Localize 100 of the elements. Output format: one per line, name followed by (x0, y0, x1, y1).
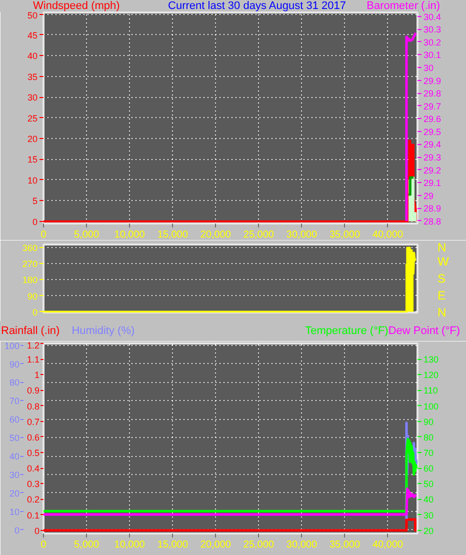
y2-tick-label: 30.4 (424, 12, 442, 22)
y2-tick-label: 29.7 (424, 101, 442, 112)
x-tick-label: 40,000 (372, 540, 404, 550)
x-tick-label: 0 (40, 540, 47, 550)
x-tick-label: 30,000 (286, 230, 318, 240)
y3-tick-label: 40 (424, 494, 434, 505)
y3-tick-label: 80 (424, 432, 434, 442)
category-label: W (438, 254, 449, 268)
x-tick-label: 0 (40, 230, 47, 240)
y-tick-label: 360 (22, 243, 38, 254)
line-series (405, 32, 418, 222)
y-tick-label: 100 (4, 340, 20, 351)
y3-tick-label: 70 (424, 448, 434, 458)
category-label: N (438, 240, 446, 254)
y2-tick-label: 1.1 (26, 354, 40, 365)
y-tick-label: 90 (9, 359, 20, 370)
y2-tick-label: 0.5 (26, 448, 40, 458)
text: Barometer (.in) (366, 0, 440, 12)
category-label: E (438, 288, 446, 302)
y-tick-label: 40 (9, 452, 20, 462)
y-tick-label: 20 (9, 488, 20, 498)
x-tick-label: 5,000 (74, 230, 100, 240)
y-tick-label: 90 (27, 291, 38, 302)
y-tick-label: 80 (9, 378, 20, 388)
y2-tick-label: 28.8 (424, 216, 442, 226)
category-label: N (438, 306, 446, 320)
x-tick-label: 35,000 (329, 230, 360, 240)
y3-tick-label: 60 (424, 464, 434, 474)
y-tick-label: 5 (32, 196, 38, 206)
x-tick-label: 25,000 (243, 230, 274, 240)
y2-tick-label: 0.3 (26, 479, 40, 490)
y2-tick-label: 29.4 (424, 140, 442, 150)
y3-tick-label: 50 (424, 479, 434, 490)
x-tick-label: 30,000 (286, 540, 318, 550)
x-tick-label: 15,000 (157, 540, 188, 550)
y2-tick-label: 29.1 (424, 178, 442, 188)
x-tick-label: 20,000 (200, 540, 232, 550)
y-tick-label: 50 (9, 433, 20, 444)
y-tick-label: 60 (9, 414, 20, 425)
x-tick-label: 15,000 (157, 230, 188, 240)
y-tick-label: 0 (32, 216, 38, 227)
text: Dew Point (°F) (388, 324, 460, 339)
chart-title: Current last 30 days August 31 2017 (168, 0, 346, 12)
text: Rainfall (.in) (1, 324, 60, 339)
y3-tick-label: 90 (424, 416, 434, 427)
y2-tick-label: 0.8 (26, 401, 40, 412)
y2-tick-label: 30.1 (424, 50, 442, 60)
y-tick-label: 270 (22, 259, 38, 270)
text: Humidity (%) (72, 324, 135, 339)
y2-tick-label: 29.2 (424, 165, 442, 176)
x-tick-label: 5,000 (74, 540, 100, 550)
y-tick-label: 15 (27, 154, 38, 165)
y2-tick-label: 0.1 (26, 510, 40, 520)
text: Windspeed (mph) (33, 0, 120, 12)
y2-tick-label: 30.2 (424, 37, 442, 48)
y2-tick-label: 1.2 (26, 340, 40, 350)
y2-tick-label: 0.4 (26, 464, 40, 474)
y-tick-label: 30 (9, 470, 20, 480)
y2-tick-label: 29 (424, 190, 434, 201)
y-tick-label: 30 (27, 92, 38, 103)
x-tick-label: 25,000 (243, 540, 274, 550)
y2-tick-label: 30.3 (424, 24, 442, 35)
y-tick-label: 0 (32, 307, 38, 318)
y2-tick-label: 29.9 (424, 76, 442, 86)
y-tick-label: 10 (9, 506, 20, 517)
y2-tick-label: 0.6 (26, 432, 40, 442)
y-tick-label: 45 (27, 30, 38, 40)
y2-tick-label: 1 (34, 370, 40, 380)
x-tick-label: 35,000 (329, 540, 360, 550)
y-tick-label: 25 (27, 113, 38, 124)
y3-tick-label: 30 (424, 510, 434, 520)
y-tick-label: 35 (27, 72, 38, 82)
y2-tick-label: 29.8 (424, 88, 442, 99)
y-tick-label: 20 (27, 134, 38, 144)
y3-tick-label: 120 (424, 370, 439, 380)
y-tick-label: 40 (27, 51, 38, 62)
y3-tick-label: 100 (424, 401, 439, 412)
y2-tick-label: 0.2 (26, 494, 40, 505)
y3-tick-label: 20 (424, 526, 434, 536)
y2-tick-label: 29.5 (424, 126, 442, 137)
y3-tick-label: 110 (424, 386, 438, 396)
y2-tick-label: 28.9 (424, 204, 442, 214)
category-label: S (438, 272, 446, 286)
x-tick-label: 20,000 (200, 230, 232, 240)
y-tick-label: 0 (14, 525, 20, 536)
y-tick-label: 10 (27, 175, 38, 186)
y2-tick-label: 0.7 (26, 416, 40, 427)
y-tick-label: 70 (9, 396, 20, 406)
line-series (44, 488, 418, 516)
x-tick-label: 10,000 (114, 540, 146, 550)
y2-tick-label: 0.9 (26, 386, 40, 396)
y2-tick-label: 29.3 (424, 152, 442, 163)
x-tick-label: 40,000 (372, 230, 404, 240)
text: Temperature (°F) (305, 324, 388, 339)
y2-tick-label: 30 (424, 62, 434, 73)
y3-tick-label: 130 (424, 354, 439, 365)
y2-tick-label: 29.6 (424, 114, 442, 124)
y-tick-label: 50 (27, 10, 38, 20)
y-tick-label: 180 (22, 275, 38, 286)
x-tick-label: 10,000 (114, 230, 146, 240)
